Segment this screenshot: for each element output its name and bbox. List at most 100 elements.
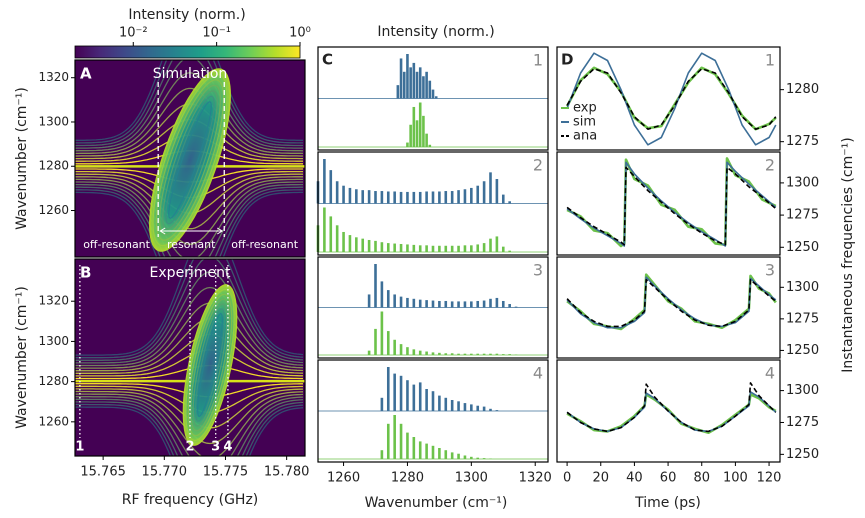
spectral-line: [501, 354, 505, 355]
spectral-line: [457, 245, 460, 252]
mode-line: [75, 349, 303, 377]
x-tick-label: 120: [757, 471, 782, 486]
spectral-line: [342, 231, 345, 252]
spectral-line: [431, 191, 435, 204]
resonant-lobe: [187, 293, 233, 437]
spectral-line: [501, 300, 505, 308]
panel-frame: [317, 151, 549, 256]
spectral-line: [393, 243, 396, 252]
spectral-line: [386, 191, 390, 204]
mode-line: [75, 60, 303, 144]
panel-frame: [317, 256, 549, 359]
mode-line: [75, 333, 304, 374]
series-line: [566, 276, 777, 329]
spectral-line: [386, 290, 390, 308]
spectral-line: [425, 443, 428, 459]
y-tick-label: 1275: [786, 415, 819, 430]
x-tick-label: 80: [693, 471, 710, 486]
y-tick-label: 1250: [786, 447, 819, 462]
mode-line: [75, 176, 303, 230]
spectral-line: [470, 245, 473, 252]
spectral-line: [428, 144, 432, 147]
spectral-line: [428, 80, 432, 99]
spectral-line: [418, 350, 422, 355]
x-axis-label: Wavenumber (cm⁻¹): [365, 495, 508, 511]
mode-line: [75, 181, 303, 257]
spectral-line: [425, 133, 428, 147]
spectral-line: [463, 245, 467, 252]
y-tick-label: 1300: [786, 175, 819, 190]
x-tick-label: 20: [592, 471, 609, 486]
resonant-lobe: [192, 303, 228, 427]
spectral-line: [380, 281, 384, 308]
y-tick-label: 1275: [786, 208, 819, 223]
resonant-lobe: [185, 288, 235, 442]
subplot-label: 3: [765, 261, 775, 280]
spectral-line: [393, 415, 396, 459]
y-tick-label: 1280: [38, 374, 69, 388]
resonant-lobe: [182, 284, 238, 446]
colorbar-tick-label: 10⁻¹: [202, 26, 231, 41]
spectral-line: [495, 297, 499, 308]
spectral-line: [412, 62, 416, 99]
y-tick-label: 1250: [786, 343, 819, 358]
spectral-line: [399, 58, 403, 99]
mode-line: [75, 60, 303, 141]
spectral-line: [450, 245, 454, 252]
spectral-line: [489, 408, 492, 411]
spectral-line: [418, 102, 422, 147]
marker-label: 1: [75, 440, 84, 455]
spectral-line: [393, 339, 396, 355]
mode-line: [75, 286, 304, 367]
spectral-line: [406, 142, 409, 147]
spectral-line: [457, 353, 460, 355]
spectral-line: [367, 350, 371, 355]
spectral-line: [406, 380, 409, 411]
spectral-line: [406, 347, 409, 355]
spectral-line: [457, 301, 460, 308]
spectral-line: [495, 236, 499, 252]
mode-line: [75, 87, 304, 155]
resonant-lobe: [168, 101, 212, 219]
spectral-line: [482, 458, 486, 459]
mode-line: [75, 259, 304, 361]
region-label: resonant: [167, 238, 216, 251]
resonant-lobe: [194, 308, 226, 422]
spectral-line: [418, 245, 422, 252]
heatmap-image: [75, 60, 305, 257]
spectral-line: [399, 423, 403, 459]
panel-letter: A: [80, 65, 92, 83]
spectral-line: [386, 367, 390, 411]
spectral-line: [418, 382, 422, 411]
spectral-line: [393, 191, 396, 204]
spectral-line: [393, 294, 396, 308]
spectral-line: [418, 191, 422, 204]
y-tick-label: 1260: [38, 203, 69, 217]
subplot-label: 2: [765, 156, 775, 175]
spectral-line: [482, 353, 486, 355]
spectral-line: [406, 244, 409, 252]
spectral-line: [482, 300, 486, 308]
mode-line: [75, 186, 303, 257]
spectral-line: [355, 237, 358, 252]
spectral-line: [457, 401, 460, 411]
spectral-line: [444, 397, 448, 411]
subplot-label: 4: [533, 364, 543, 383]
y-tick-label: 1320: [38, 294, 69, 308]
region-label: off-resonant: [83, 238, 150, 251]
spectral-line: [406, 54, 409, 99]
y-tick-label: 1250: [786, 240, 819, 255]
subplot-label: 3: [533, 261, 543, 280]
spectral-line: [380, 397, 384, 411]
panel-frame: [556, 256, 781, 359]
spectral-line: [438, 352, 441, 355]
y-tick-label: 1300: [38, 114, 69, 128]
x-axis-label: RF frequency (GHz): [122, 492, 259, 508]
spectral-line: [374, 264, 377, 308]
mode-line: [75, 60, 303, 149]
spectral-line: [367, 190, 371, 204]
spectral-line: [425, 71, 428, 99]
x-tick-label: 100: [723, 471, 748, 486]
y-tick-label: 1280: [786, 82, 819, 97]
